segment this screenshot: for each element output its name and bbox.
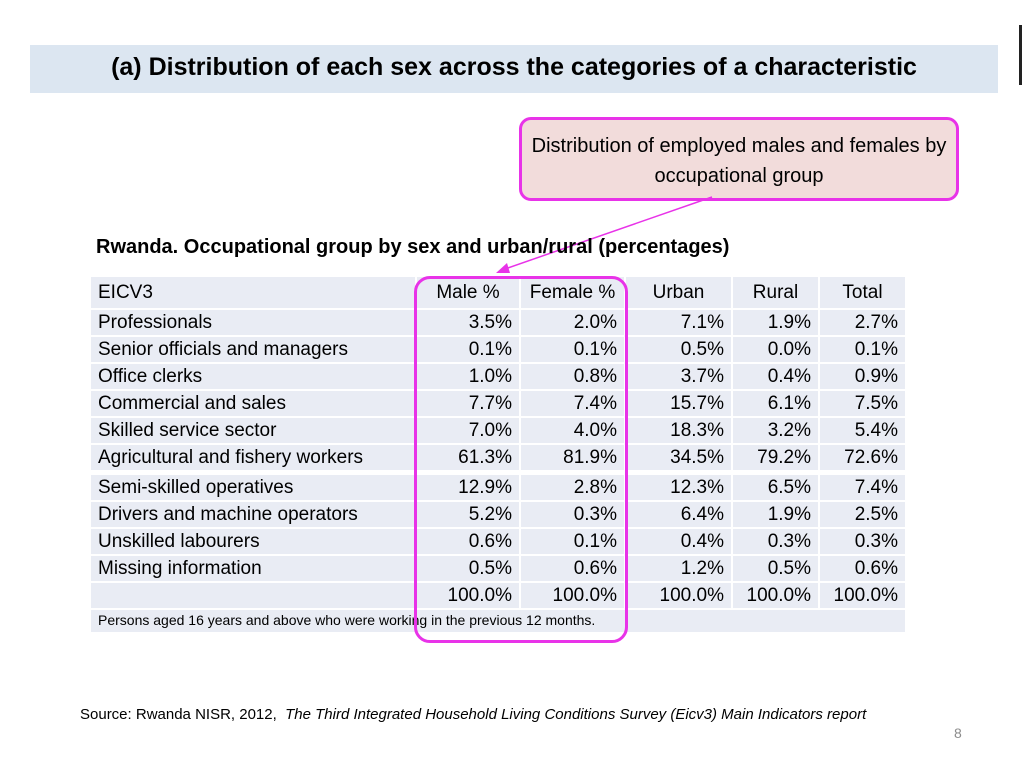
male-cell: 100.0% xyxy=(415,581,521,610)
female-cell: 0.8% xyxy=(519,362,626,391)
rural-cell: 0.5% xyxy=(731,554,820,583)
row-label: Senior officials and managers xyxy=(89,335,417,364)
occupation-table: EICV3 Male % Female % Urban Rural Total … xyxy=(89,275,907,634)
urban-cell: 3.7% xyxy=(624,362,733,391)
male-cell: 61.3% xyxy=(415,443,521,475)
female-cell: 81.9% xyxy=(519,443,626,475)
female-cell: 0.1% xyxy=(519,527,626,556)
row-label: Office clerks xyxy=(89,362,417,391)
urban-cell: 100.0% xyxy=(624,581,733,610)
row-label: Drivers and machine operators xyxy=(89,500,417,529)
male-cell: 5.2% xyxy=(415,500,521,529)
row-label: Semi-skilled operatives xyxy=(89,471,417,502)
callout-box: Distribution of employed males and femal… xyxy=(519,117,959,201)
female-cell: 7.4% xyxy=(519,389,626,418)
female-cell: 2.0% xyxy=(519,308,626,337)
table-row: Drivers and machine operators 5.2% 0.3% … xyxy=(89,500,907,529)
female-cell: 0.1% xyxy=(519,335,626,364)
table-row: Commercial and sales 7.7% 7.4% 15.7% 6.1… xyxy=(89,389,907,418)
male-cell: 7.0% xyxy=(415,416,521,445)
callout-text: Distribution of employed males and femal… xyxy=(531,135,947,187)
female-cell: 4.0% xyxy=(519,416,626,445)
rural-cell: 6.1% xyxy=(731,389,820,418)
rural-cell: 3.2% xyxy=(731,416,820,445)
urban-cell: 0.4% xyxy=(624,527,733,556)
rural-cell: 0.0% xyxy=(731,335,820,364)
header-cell: EICV3 xyxy=(89,275,417,310)
rural-cell: 1.9% xyxy=(731,500,820,529)
total-cell: 0.3% xyxy=(818,527,907,556)
table-row: Skilled service sector 7.0% 4.0% 18.3% 3… xyxy=(89,416,907,445)
table-row: Unskilled labourers 0.6% 0.1% 0.4% 0.3% … xyxy=(89,527,907,556)
male-cell: 0.1% xyxy=(415,335,521,364)
header-cell: Total xyxy=(818,275,907,310)
female-cell: 2.8% xyxy=(519,471,626,502)
female-cell: 0.3% xyxy=(519,500,626,529)
row-label: Unskilled labourers xyxy=(89,527,417,556)
header-cell: Rural xyxy=(731,275,820,310)
female-cell: 0.6% xyxy=(519,554,626,583)
urban-cell: 12.3% xyxy=(624,471,733,502)
table-row: Office clerks 1.0% 0.8% 3.7% 0.4% 0.9% xyxy=(89,362,907,391)
rural-cell: 100.0% xyxy=(731,581,820,610)
edge-mark xyxy=(1019,25,1022,85)
total-cell: 5.4% xyxy=(818,416,907,445)
rural-cell: 79.2% xyxy=(731,443,820,475)
source-prefix: Source: Rwanda NISR, 2012, xyxy=(80,706,277,723)
total-cell: 7.4% xyxy=(818,471,907,502)
male-cell: 3.5% xyxy=(415,308,521,337)
page-number: 8 xyxy=(954,725,962,741)
total-cell: 100.0% xyxy=(818,581,907,610)
title-bar: (a) Distribution of each sex across the … xyxy=(30,45,998,93)
table-header-row: EICV3 Male % Female % Urban Rural Total xyxy=(89,275,907,310)
table-row: Agricultural and fishery workers 61.3% 8… xyxy=(89,443,907,475)
header-cell: Male % xyxy=(415,275,521,310)
row-label: Missing information xyxy=(89,554,417,583)
urban-cell: 6.4% xyxy=(624,500,733,529)
total-cell: 72.6% xyxy=(818,443,907,475)
table-row: Professionals 3.5% 2.0% 7.1% 1.9% 2.7% xyxy=(89,308,907,337)
male-cell: 12.9% xyxy=(415,471,521,502)
source-report-title: The Third Integrated Household Living Co… xyxy=(285,706,867,723)
callout-arrowhead xyxy=(496,263,510,273)
male-cell: 0.5% xyxy=(415,554,521,583)
table-row: Senior officials and managers 0.1% 0.1% … xyxy=(89,335,907,364)
row-label: Skilled service sector xyxy=(89,416,417,445)
header-cell: Urban xyxy=(624,275,733,310)
total-cell: 2.7% xyxy=(818,308,907,337)
table-row: Missing information 0.5% 0.6% 1.2% 0.5% … xyxy=(89,554,907,583)
urban-cell: 15.7% xyxy=(624,389,733,418)
male-cell: 1.0% xyxy=(415,362,521,391)
total-cell: 0.6% xyxy=(818,554,907,583)
total-cell: 2.5% xyxy=(818,500,907,529)
callout-pointer-line xyxy=(501,196,713,271)
male-cell: 0.6% xyxy=(415,527,521,556)
rural-cell: 0.3% xyxy=(731,527,820,556)
totals-row: 100.0% 100.0% 100.0% 100.0% 100.0% xyxy=(89,581,907,610)
note-row: Persons aged 16 years and above who were… xyxy=(89,608,907,634)
female-cell: 100.0% xyxy=(519,581,626,610)
rural-cell: 6.5% xyxy=(731,471,820,502)
total-cell: 7.5% xyxy=(818,389,907,418)
row-label xyxy=(89,581,417,610)
table-note: Persons aged 16 years and above who were… xyxy=(89,608,907,634)
source-citation: Source: Rwanda NISR, 2012, The Third Int… xyxy=(80,706,866,723)
total-cell: 0.9% xyxy=(818,362,907,391)
rural-cell: 0.4% xyxy=(731,362,820,391)
urban-cell: 34.5% xyxy=(624,443,733,475)
header-cell: Female % xyxy=(519,275,626,310)
urban-cell: 18.3% xyxy=(624,416,733,445)
row-label: Commercial and sales xyxy=(89,389,417,418)
urban-cell: 0.5% xyxy=(624,335,733,364)
table-caption: Rwanda. Occupational group by sex and ur… xyxy=(96,236,730,258)
urban-cell: 1.2% xyxy=(624,554,733,583)
rural-cell: 1.9% xyxy=(731,308,820,337)
urban-cell: 7.1% xyxy=(624,308,733,337)
row-label: Professionals xyxy=(89,308,417,337)
slide-title: (a) Distribution of each sex across the … xyxy=(111,53,917,81)
table-row: Semi-skilled operatives 12.9% 2.8% 12.3%… xyxy=(89,471,907,502)
total-cell: 0.1% xyxy=(818,335,907,364)
row-label: Agricultural and fishery workers xyxy=(89,443,417,475)
male-cell: 7.7% xyxy=(415,389,521,418)
